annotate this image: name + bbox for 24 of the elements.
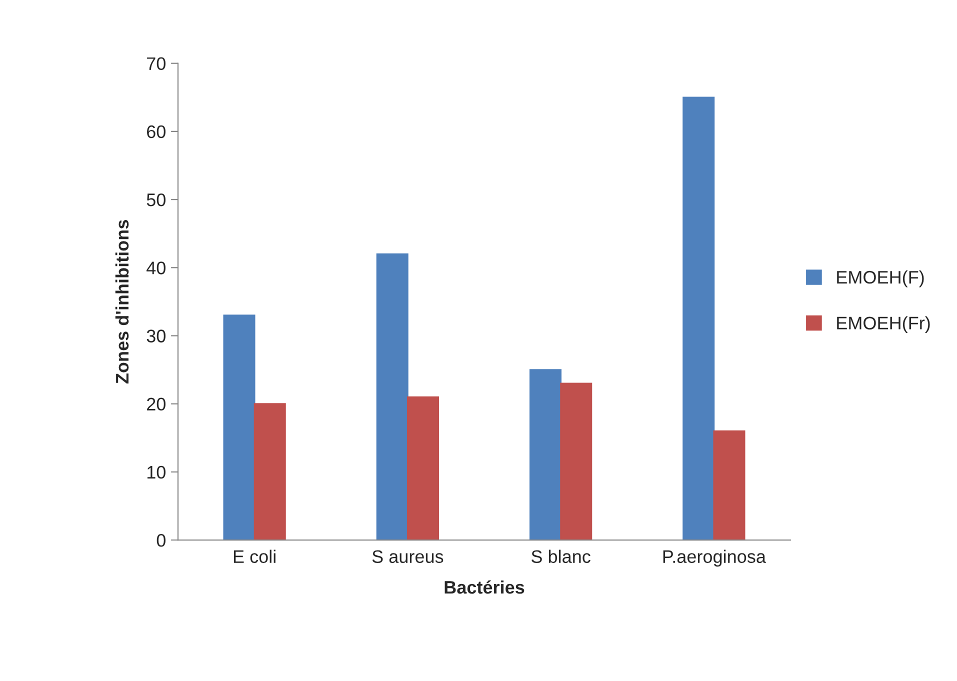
y-tick-label: 60 [147,125,166,138]
x-tick-label: S blanc [532,550,590,564]
x-tick-label: S aureus [372,550,444,564]
bar [560,382,592,540]
y-tick-label: 70 [147,57,166,70]
y-tick-label: 10 [147,466,166,479]
bar [254,403,286,540]
y-axis-title: Zones d'inhibitions [115,220,129,384]
bar [529,369,562,540]
y-tick-label: 0 [156,534,166,547]
bar [682,96,715,540]
x-tick-label: P.aeroginosa [663,550,766,567]
y-tick-label: 50 [146,193,166,206]
y-tick-label: 40 [146,262,166,274]
legend-label: EMOEH(F) [837,270,924,288]
bar [223,314,256,540]
legend-label: EMOEH(Fr) [837,316,930,334]
bar [406,396,439,540]
bar [713,430,746,540]
bar [376,253,408,540]
y-tick-label: 30 [146,330,166,342]
x-tick-label: E coli [234,550,276,564]
x-axis-title: Bactéries [444,580,524,594]
y-tick-label: 20 [147,398,166,411]
